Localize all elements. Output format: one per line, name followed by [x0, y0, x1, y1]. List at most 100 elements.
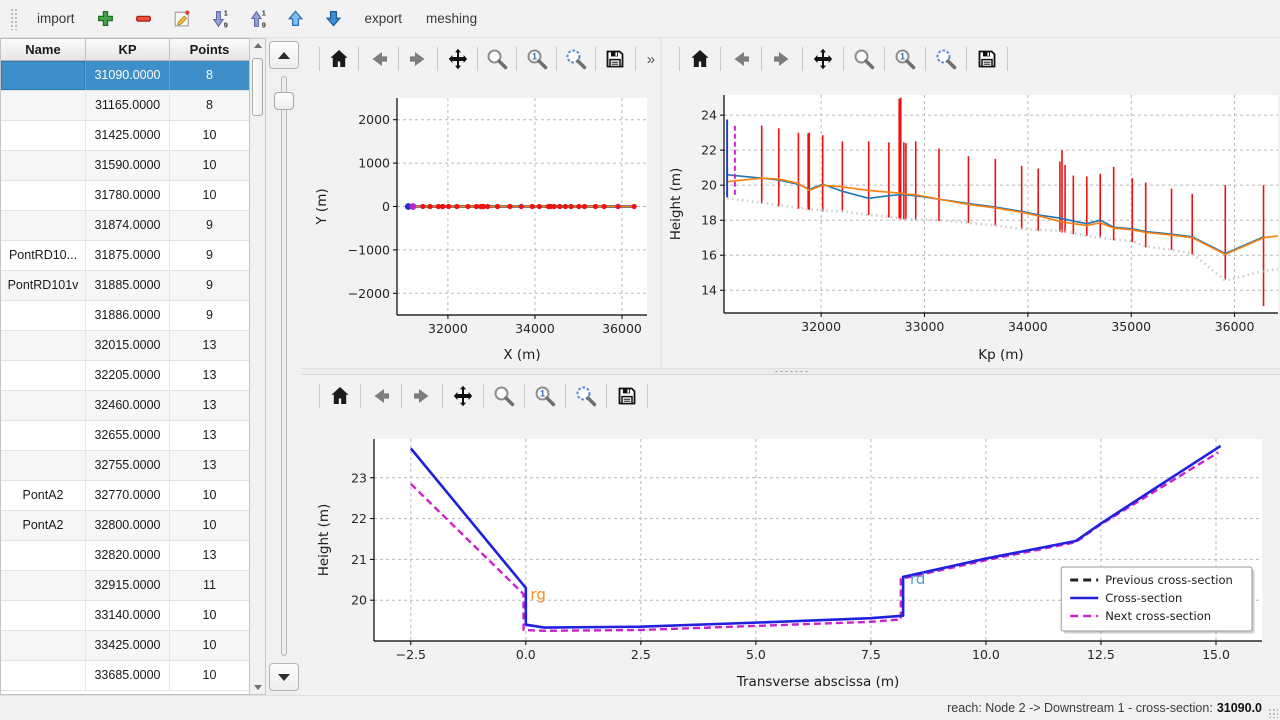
table-row[interactable]: 31874.0000 9 — [1, 211, 249, 241]
zoom-one-button[interactable]: 1 — [530, 381, 560, 411]
cell-kp[interactable]: 32915.0000 — [86, 571, 170, 600]
cross-section-slider[interactable] — [269, 76, 299, 656]
cell-name[interactable] — [1, 571, 86, 600]
cell-points[interactable]: 13 — [202, 548, 217, 562]
cell-name[interactable] — [1, 211, 86, 240]
toolbar-drag-handle[interactable] — [10, 7, 17, 30]
table-row[interactable]: 31590.0000 10 — [1, 151, 249, 181]
home-button[interactable] — [325, 381, 355, 411]
zoom-fit-button[interactable] — [562, 44, 591, 74]
cell-name[interactable] — [1, 601, 86, 630]
slider-track[interactable] — [281, 76, 287, 656]
cell-name[interactable] — [1, 391, 86, 420]
cell-kp[interactable]: 31425.0000 — [86, 121, 170, 150]
cell-kp[interactable]: 31874.0000 — [86, 211, 170, 240]
previous-cross-section-button[interactable] — [269, 41, 299, 69]
cell-kp[interactable]: 33425.0000 — [86, 631, 170, 660]
table-scrollbar-track[interactable] — [251, 52, 265, 681]
table-row[interactable]: 33140.0000 10 — [1, 601, 249, 631]
table-row[interactable]: 33685.0000 10 — [1, 661, 249, 691]
table-row[interactable]: PontA2 32800.0000 10 — [1, 511, 249, 541]
scroll-up-icon[interactable] — [251, 39, 265, 52]
table-row[interactable]: PontRD101v 31885.0000 9 — [1, 271, 249, 301]
cell-points[interactable]: 13 — [202, 398, 217, 412]
table-row[interactable]: 32655.0000 13 — [1, 421, 249, 451]
table-scrollbar-thumb[interactable] — [251, 58, 263, 116]
forward-button[interactable] — [767, 44, 797, 74]
zoom-button[interactable] — [849, 44, 879, 74]
cell-name[interactable] — [1, 61, 86, 90]
sort-ascending-button[interactable]: 1 9 — [203, 5, 237, 33]
table-row[interactable]: 32915.0000 11 — [1, 571, 249, 601]
cell-kp[interactable]: 31165.0000 — [86, 91, 170, 120]
move-down-button[interactable] — [317, 5, 351, 33]
cell-kp[interactable]: 31590.0000 — [86, 151, 170, 180]
column-header-points[interactable]: Points — [189, 42, 230, 57]
cell-points[interactable]: 10 — [202, 188, 217, 202]
cell-points[interactable]: 10 — [202, 668, 217, 682]
table-row[interactable]: 31780.0000 10 — [1, 181, 249, 211]
zoom-one-button[interactable]: 1 — [890, 44, 920, 74]
save-button[interactable] — [612, 381, 642, 411]
cell-points[interactable]: 10 — [202, 488, 217, 502]
cell-name[interactable] — [1, 331, 86, 360]
cell-kp[interactable]: 32205.0000 — [86, 361, 170, 390]
cell-name[interactable]: PontRD10... — [1, 241, 86, 270]
cell-points[interactable]: 9 — [206, 278, 213, 292]
cell-points[interactable]: 10 — [202, 158, 217, 172]
back-button[interactable] — [364, 44, 393, 74]
remove-cross-section-button[interactable] — [127, 5, 161, 33]
table-row[interactable]: 31425.0000 10 — [1, 121, 249, 151]
export-button[interactable]: export — [364, 11, 403, 26]
scroll-down-icon[interactable] — [251, 681, 265, 694]
table-scrollbar[interactable] — [250, 38, 266, 695]
table-row[interactable]: 32820.0000 13 — [1, 541, 249, 571]
table-row[interactable]: 32755.0000 13 — [1, 451, 249, 481]
cell-name[interactable] — [1, 91, 86, 120]
zoom-button[interactable] — [489, 381, 519, 411]
column-header-kp[interactable]: KP — [86, 39, 170, 60]
sort-descending-button[interactable]: 1 9 — [241, 5, 275, 33]
forward-button[interactable] — [407, 381, 437, 411]
cell-points[interactable]: 8 — [206, 68, 213, 82]
cell-kp[interactable]: 33685.0000 — [86, 661, 170, 690]
cell-name[interactable] — [1, 541, 86, 570]
pan-button[interactable] — [443, 44, 472, 74]
home-button[interactable] — [685, 44, 715, 74]
cell-kp[interactable]: 32655.0000 — [86, 421, 170, 450]
cross-section-chart[interactable]: −2.5 0.0 2.5 5.0 7.5 10.0 12.5 15.0 20 21 22 23 Tran… — [302, 417, 1280, 695]
longitudinal-profile-chart[interactable]: 32000 33000 34000 35000 36000 14 16 18 20 22 24 Kp … — [662, 80, 1280, 368]
cell-kp[interactable]: 32770.0000 — [86, 481, 170, 510]
cell-name[interactable] — [1, 451, 86, 480]
cell-name[interactable] — [1, 631, 86, 660]
cell-kp[interactable]: 31875.0000 — [86, 241, 170, 270]
cell-kp[interactable]: 33140.0000 — [86, 601, 170, 630]
cell-kp[interactable]: 32800.0000 — [86, 511, 170, 540]
cell-points[interactable]: 10 — [202, 608, 217, 622]
cell-points[interactable]: 10 — [202, 518, 217, 532]
cell-points[interactable]: 10 — [202, 638, 217, 652]
next-cross-section-button[interactable] — [269, 663, 299, 691]
cell-kp[interactable]: 31090.0000 — [86, 61, 170, 90]
table-row[interactable]: 31165.0000 8 — [1, 91, 249, 121]
cell-points[interactable]: 13 — [202, 368, 217, 382]
zoom-fit-button[interactable] — [931, 44, 961, 74]
cell-points[interactable]: 13 — [202, 338, 217, 352]
cell-name[interactable] — [1, 301, 86, 330]
cell-points[interactable]: 8 — [206, 98, 213, 112]
column-header-name[interactable]: Name — [1, 39, 86, 60]
back-button[interactable] — [726, 44, 756, 74]
forward-button[interactable] — [404, 44, 433, 74]
table-row[interactable]: 31090.0000 8 — [1, 61, 249, 91]
cell-kp[interactable]: 31885.0000 — [86, 271, 170, 300]
cell-points[interactable]: 10 — [202, 128, 217, 142]
cell-kp[interactable]: 32755.0000 — [86, 451, 170, 480]
slider-handle[interactable] — [274, 92, 294, 110]
pan-button[interactable] — [808, 44, 838, 74]
cell-name[interactable]: PontA2 — [1, 511, 86, 540]
table-row[interactable]: 31886.0000 9 — [1, 301, 249, 331]
table-row[interactable]: PontA2 32770.0000 10 — [1, 481, 249, 511]
cell-points[interactable]: 9 — [206, 218, 213, 232]
table-row[interactable]: 32205.0000 13 — [1, 361, 249, 391]
cell-name[interactable]: PontRD101v — [1, 271, 86, 300]
